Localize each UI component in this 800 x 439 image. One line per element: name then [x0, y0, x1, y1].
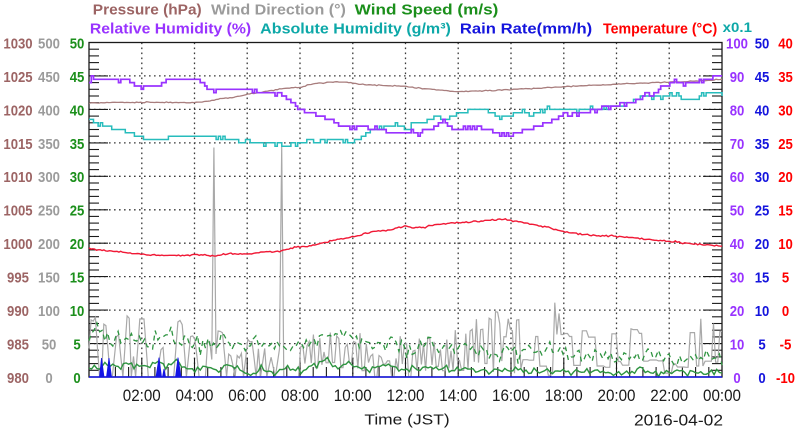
svg-text:Pressure (hPa): Pressure (hPa): [93, 2, 202, 19]
svg-text:50: 50: [70, 35, 85, 52]
svg-text:990: 990: [7, 303, 29, 320]
svg-text:985: 985: [7, 336, 29, 353]
svg-text:1000: 1000: [3, 236, 32, 253]
svg-text:20: 20: [755, 236, 770, 253]
svg-text:10:00: 10:00: [334, 386, 372, 405]
svg-text:15: 15: [70, 270, 85, 287]
svg-text:15: 15: [778, 203, 793, 220]
svg-text:995: 995: [7, 270, 29, 287]
svg-text:Relative Humidity (%): Relative Humidity (%): [90, 21, 251, 38]
svg-text:0: 0: [782, 303, 789, 320]
svg-text:30: 30: [70, 169, 85, 186]
svg-text:1020: 1020: [3, 102, 32, 119]
svg-text:15: 15: [755, 270, 770, 287]
svg-text:12:00: 12:00: [387, 386, 425, 405]
svg-text:-10: -10: [776, 370, 795, 387]
svg-text:5: 5: [758, 336, 765, 353]
svg-text:22:00: 22:00: [650, 386, 688, 405]
svg-text:40: 40: [778, 35, 793, 52]
svg-text:40: 40: [730, 236, 745, 253]
svg-text:16:00: 16:00: [492, 386, 530, 405]
svg-text:10: 10: [730, 336, 745, 353]
svg-text:150: 150: [38, 270, 60, 287]
svg-text:1010: 1010: [3, 169, 32, 186]
svg-text:0: 0: [73, 370, 80, 387]
svg-text:20: 20: [730, 303, 745, 320]
svg-text:5: 5: [73, 336, 80, 353]
svg-text:06:00: 06:00: [228, 386, 266, 405]
svg-text:35: 35: [778, 69, 793, 86]
svg-text:30: 30: [755, 169, 770, 186]
svg-text:Absolute Humidity (g/m³): Absolute Humidity (g/m³): [260, 21, 451, 38]
svg-text:200: 200: [38, 236, 60, 253]
svg-text:-5: -5: [780, 336, 792, 353]
svg-text:450: 450: [38, 69, 60, 86]
svg-text:30: 30: [730, 270, 745, 287]
svg-text:500: 500: [38, 35, 60, 52]
svg-text:0: 0: [733, 370, 740, 387]
svg-text:1030: 1030: [3, 35, 32, 52]
svg-text:100: 100: [726, 35, 748, 52]
svg-text:10: 10: [755, 303, 770, 320]
svg-text:20:00: 20:00: [598, 386, 636, 405]
svg-text:980: 980: [7, 370, 29, 387]
svg-text:30: 30: [778, 102, 793, 119]
svg-text:45: 45: [70, 69, 85, 86]
svg-text:50: 50: [730, 203, 745, 220]
svg-text:70: 70: [730, 136, 745, 153]
svg-text:25: 25: [778, 136, 793, 153]
svg-text:50: 50: [755, 35, 770, 52]
svg-text:Time (JST): Time (JST): [364, 413, 449, 429]
svg-text:20: 20: [778, 169, 793, 186]
svg-text:00:00: 00:00: [703, 386, 741, 405]
svg-text:5: 5: [782, 270, 789, 287]
svg-text:35: 35: [755, 136, 770, 153]
svg-text:04:00: 04:00: [176, 386, 214, 405]
svg-text:100: 100: [38, 303, 60, 320]
svg-text:Rain Rate(mm/h): Rain Rate(mm/h): [460, 21, 592, 38]
svg-text:2016-04-02: 2016-04-02: [634, 413, 723, 430]
svg-text:10: 10: [778, 236, 793, 253]
svg-text:x0.1: x0.1: [723, 20, 753, 35]
svg-text:1005: 1005: [3, 203, 32, 220]
svg-text:35: 35: [70, 136, 85, 153]
svg-text:10: 10: [70, 303, 85, 320]
svg-text:02:00: 02:00: [123, 386, 161, 405]
svg-text:Wind Direction (°): Wind Direction (°): [211, 2, 346, 19]
svg-text:14:00: 14:00: [439, 386, 477, 405]
svg-text:40: 40: [70, 102, 85, 119]
svg-text:350: 350: [38, 136, 60, 153]
svg-text:1015: 1015: [3, 136, 32, 153]
svg-text:90: 90: [730, 69, 745, 86]
svg-text:80: 80: [730, 102, 745, 119]
svg-text:45: 45: [755, 69, 770, 86]
svg-text:60: 60: [730, 169, 745, 186]
svg-text:50: 50: [42, 336, 57, 353]
svg-text:40: 40: [755, 102, 770, 119]
svg-text:20: 20: [70, 236, 85, 253]
svg-text:300: 300: [38, 169, 60, 186]
svg-text:0: 0: [45, 370, 52, 387]
svg-text:08:00: 08:00: [281, 386, 319, 405]
svg-text:1025: 1025: [3, 69, 32, 86]
svg-text:18:00: 18:00: [545, 386, 583, 405]
svg-text:0: 0: [758, 370, 765, 387]
svg-text:400: 400: [38, 102, 60, 119]
svg-text:Temperature (°C): Temperature (°C): [603, 21, 717, 38]
svg-text:25: 25: [755, 203, 770, 220]
svg-text:250: 250: [38, 203, 60, 220]
svg-text:Wind Speed (m/s): Wind Speed (m/s): [355, 2, 499, 19]
svg-text:25: 25: [70, 203, 85, 220]
